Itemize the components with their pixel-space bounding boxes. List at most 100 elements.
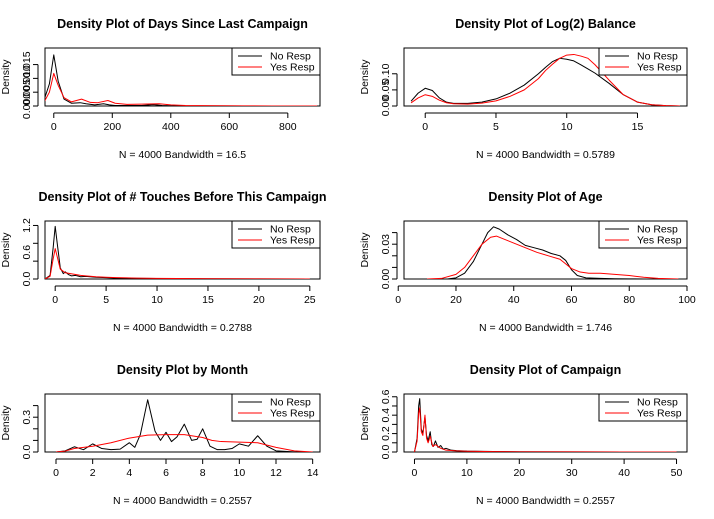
chart-panel-3: Density Plot of # Touches Before This Ca…	[0, 190, 327, 334]
series-line-yes-resp	[413, 407, 677, 452]
legend-label: No Resp	[270, 224, 311, 236]
x-tick-label: 10	[233, 467, 245, 479]
legend-label: Yes Resp	[270, 235, 315, 247]
x-tick-label: 40	[508, 294, 520, 306]
series-group	[55, 399, 313, 452]
y-axis-label: Density	[359, 232, 371, 268]
plot-frame	[403, 220, 688, 280]
x-tick-label: 10	[461, 467, 473, 479]
legend-box	[598, 47, 688, 76]
x-tick-label: 0	[53, 467, 59, 479]
x-tick-label: 80	[623, 294, 635, 306]
chart-panel-6: Density Plot of Campaign 0 10 20 30 40 50 0.0 0.…	[359, 363, 688, 507]
x-tick-label: 60	[566, 294, 578, 306]
series-line-yes-resp	[45, 248, 310, 279]
legend-label: No Resp	[637, 224, 678, 236]
x-tick-label: 10	[151, 294, 163, 306]
series-group	[45, 54, 318, 106]
chart-subtitle: N = 4000 Bandwidth = 0.2557	[476, 495, 615, 507]
x-tick-label: 5	[493, 121, 499, 133]
x-tick-label: 4	[126, 467, 132, 479]
x-tick-label: 0	[412, 467, 418, 479]
y-tick-label: 0.00	[380, 269, 392, 290]
y-tick-label: 0.00	[380, 96, 392, 117]
y-axis-label: Density	[359, 59, 371, 95]
plot-frame	[44, 393, 321, 453]
x-tick-label: 0	[52, 294, 58, 306]
chart-title: Density Plot of # Touches Before This Ca…	[38, 190, 326, 204]
x-tick-label: 20	[513, 467, 525, 479]
x-tick-label: 15	[202, 294, 214, 306]
legend-label: No Resp	[270, 51, 311, 63]
chart-title: Density Plot of Campaign	[470, 363, 621, 377]
series-line-yes-resp	[410, 53, 680, 106]
y-axis-label: Density	[0, 232, 12, 268]
x-tick-label: 800	[279, 121, 297, 133]
chart-subtitle: N = 4000 Bandwidth = 1.746	[479, 322, 612, 334]
y-tick-label: 1.2	[21, 218, 33, 233]
series-group	[410, 53, 680, 106]
series-group	[45, 225, 310, 279]
x-tick-label: 200	[104, 121, 122, 133]
x-tick-label: 0	[422, 121, 428, 133]
y-axis-label: Density	[0, 405, 12, 441]
x-tick-label: 10	[561, 121, 573, 133]
x-tick-label: 0	[395, 294, 401, 306]
x-tick-label: 20	[450, 294, 462, 306]
x-tick-label: 8	[200, 467, 206, 479]
series-group	[427, 226, 679, 279]
x-tick-label: 2	[90, 467, 96, 479]
chart-panel-5: Density Plot by Month 0 2 4 6 8 10 12 14 0.0 0.3 De…	[0, 363, 321, 507]
y-tick-label: 0.2	[380, 426, 392, 441]
y-tick-label: 0.3	[21, 410, 33, 425]
y-axis-label: Density	[359, 405, 371, 441]
chart-title: Density Plot of Log(2) Balance	[455, 17, 636, 31]
x-tick-label: 0	[51, 121, 57, 133]
y-tick-label: 0.0	[21, 272, 33, 287]
x-tick-label: 600	[221, 121, 239, 133]
chart-subtitle: N = 4000 Bandwidth = 0.2788	[113, 322, 252, 334]
x-tick-label: 25	[304, 294, 316, 306]
chart-panel-2: Density Plot of Log(2) Balance 0 5 10 15 0.00…	[359, 17, 688, 161]
x-tick-label: 40	[618, 467, 630, 479]
y-tick-label: 0.10	[380, 63, 392, 84]
legend-label: Yes Resp	[270, 62, 315, 74]
y-tick-label: 0.0	[380, 445, 392, 460]
x-tick-label: 15	[632, 121, 644, 133]
y-tick-label: 0.03	[380, 234, 392, 255]
x-tick-label: 100	[678, 294, 696, 306]
y-tick-label: 0.005	[21, 79, 33, 105]
chart-panel-1: Density Plot of Days Since Last Campaign…	[0, 17, 321, 161]
x-tick-label: 50	[671, 467, 683, 479]
chart-subtitle: N = 4000 Bandwidth = 0.2557	[113, 495, 252, 507]
legend-label: Yes Resp	[637, 408, 682, 420]
x-tick-label: 20	[253, 294, 265, 306]
plot-frame	[403, 47, 688, 107]
x-tick-label: 400	[162, 121, 180, 133]
y-tick-label: 0.4	[380, 408, 392, 423]
x-tick-label: 12	[270, 467, 282, 479]
chart-panel-4: Density Plot of Age 0 20 40 60 80 100 0.00 0.03 D…	[359, 190, 696, 334]
y-tick-label: 0.6	[380, 389, 392, 404]
legend-box	[598, 393, 688, 422]
series-line-yes-resp	[427, 235, 679, 279]
series-line-yes-resp	[55, 434, 313, 452]
series-line-yes-resp	[45, 72, 318, 106]
y-tick-label: 0.010	[21, 65, 33, 91]
legend-label: Yes Resp	[637, 62, 682, 74]
chart-subtitle: N = 4000 Bandwidth = 0.5789	[476, 149, 615, 161]
y-tick-label: 0.6	[21, 245, 33, 260]
series-group	[413, 398, 677, 452]
chart-title: Density Plot of Age	[488, 190, 602, 204]
x-tick-label: 5	[103, 294, 109, 306]
chart-subtitle: N = 4000 Bandwidth = 16.5	[119, 149, 246, 161]
x-tick-label: 6	[163, 467, 169, 479]
y-tick-label: 0.05	[380, 80, 392, 101]
legend-box	[231, 393, 321, 422]
y-axis-label: Density	[0, 59, 12, 95]
chart-title: Density Plot by Month	[117, 363, 248, 377]
legend-label: Yes Resp	[637, 235, 682, 247]
series-line-no-resp	[447, 226, 659, 279]
legend-box	[598, 220, 688, 249]
